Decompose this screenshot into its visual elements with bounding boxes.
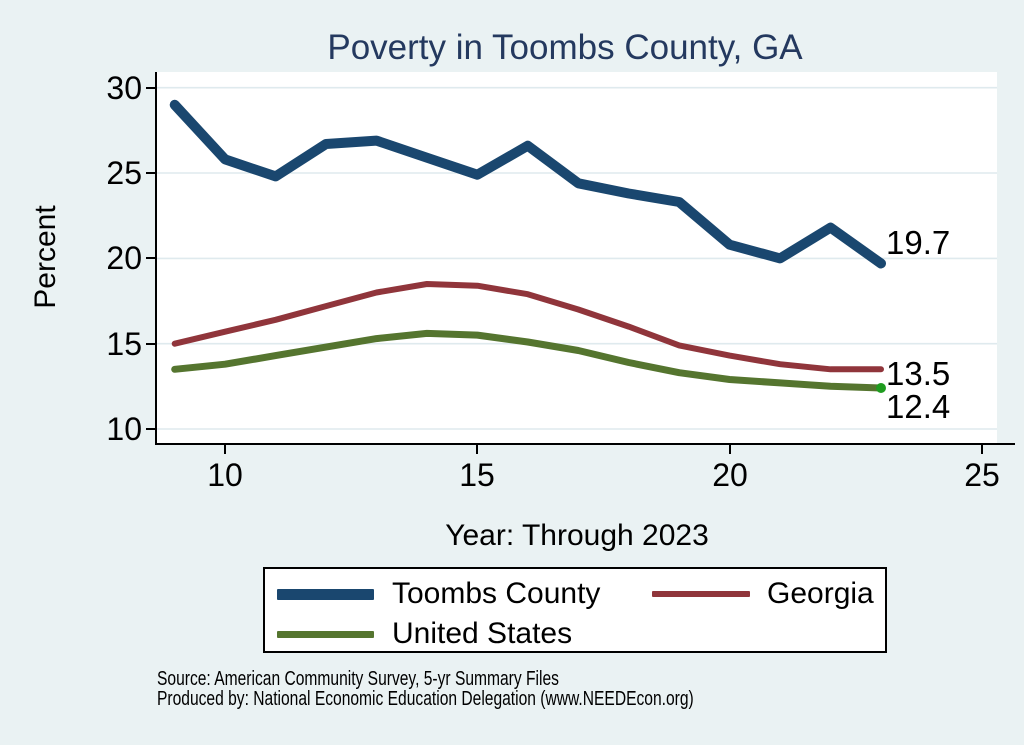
x-tick-label-25: 25 (964, 457, 1000, 493)
x-tick-mark-15 (476, 445, 478, 454)
source-note: Source: American Community Survey, 5-yr … (157, 668, 694, 710)
end-marker-united-states (876, 383, 886, 393)
y-tick-label-15: 15 (106, 326, 142, 362)
series-line-toombs-county (169, 99, 886, 269)
chart-title: Poverty in Toombs County, GA (327, 28, 803, 67)
legend-label-united-states: United States (392, 617, 573, 650)
series-line-georgia (171, 281, 884, 373)
plot-area (157, 72, 997, 443)
x-tick-label-10: 10 (207, 457, 243, 493)
end-value-label-united-states: 12.4 (886, 388, 951, 425)
y-tick-label-10: 10 (106, 411, 142, 447)
y-tick-mark-30 (146, 87, 155, 89)
plot-canvas (157, 86, 997, 430)
end-value-label-toombs: 19.7 (886, 224, 951, 261)
source-line-1: Source: American Community Survey, 5-yr … (157, 668, 559, 690)
y-tick-label-20: 20 (106, 240, 142, 276)
source-line-2: Produced by: National Economic Education… (157, 687, 694, 710)
legend-label-georgia: Georgia (767, 577, 874, 610)
y-axis-line (155, 72, 157, 445)
y-tick-mark-25 (146, 172, 155, 174)
legend-label-toombs-county: Toombs County (392, 577, 601, 610)
x-tick-mark-25 (981, 445, 983, 454)
y-axis-title: Percent (29, 205, 62, 309)
x-axis-line (155, 443, 1015, 445)
end-value-label-georgia: 13.5 (886, 355, 951, 392)
x-tick-mark-10 (224, 445, 226, 454)
series-line-united-states (171, 329, 885, 392)
legend-swatch-united-states (277, 631, 374, 638)
legend-swatch-georgia (652, 591, 750, 597)
x-tick-label-15: 15 (459, 457, 495, 493)
legend-box: Toombs County Georgia United States (263, 567, 887, 653)
x-axis-title: Year: Through 2023 (445, 519, 709, 552)
legend-swatch-toombs-county (277, 589, 374, 600)
y-tick-label-25: 25 (106, 155, 142, 191)
y-tick-label-30: 30 (106, 70, 142, 106)
x-tick-label-20: 20 (712, 457, 748, 493)
y-tick-mark-20 (146, 257, 155, 259)
x-tick-mark-20 (729, 445, 731, 454)
y-tick-mark-10 (146, 428, 155, 430)
y-tick-mark-15 (146, 343, 155, 345)
